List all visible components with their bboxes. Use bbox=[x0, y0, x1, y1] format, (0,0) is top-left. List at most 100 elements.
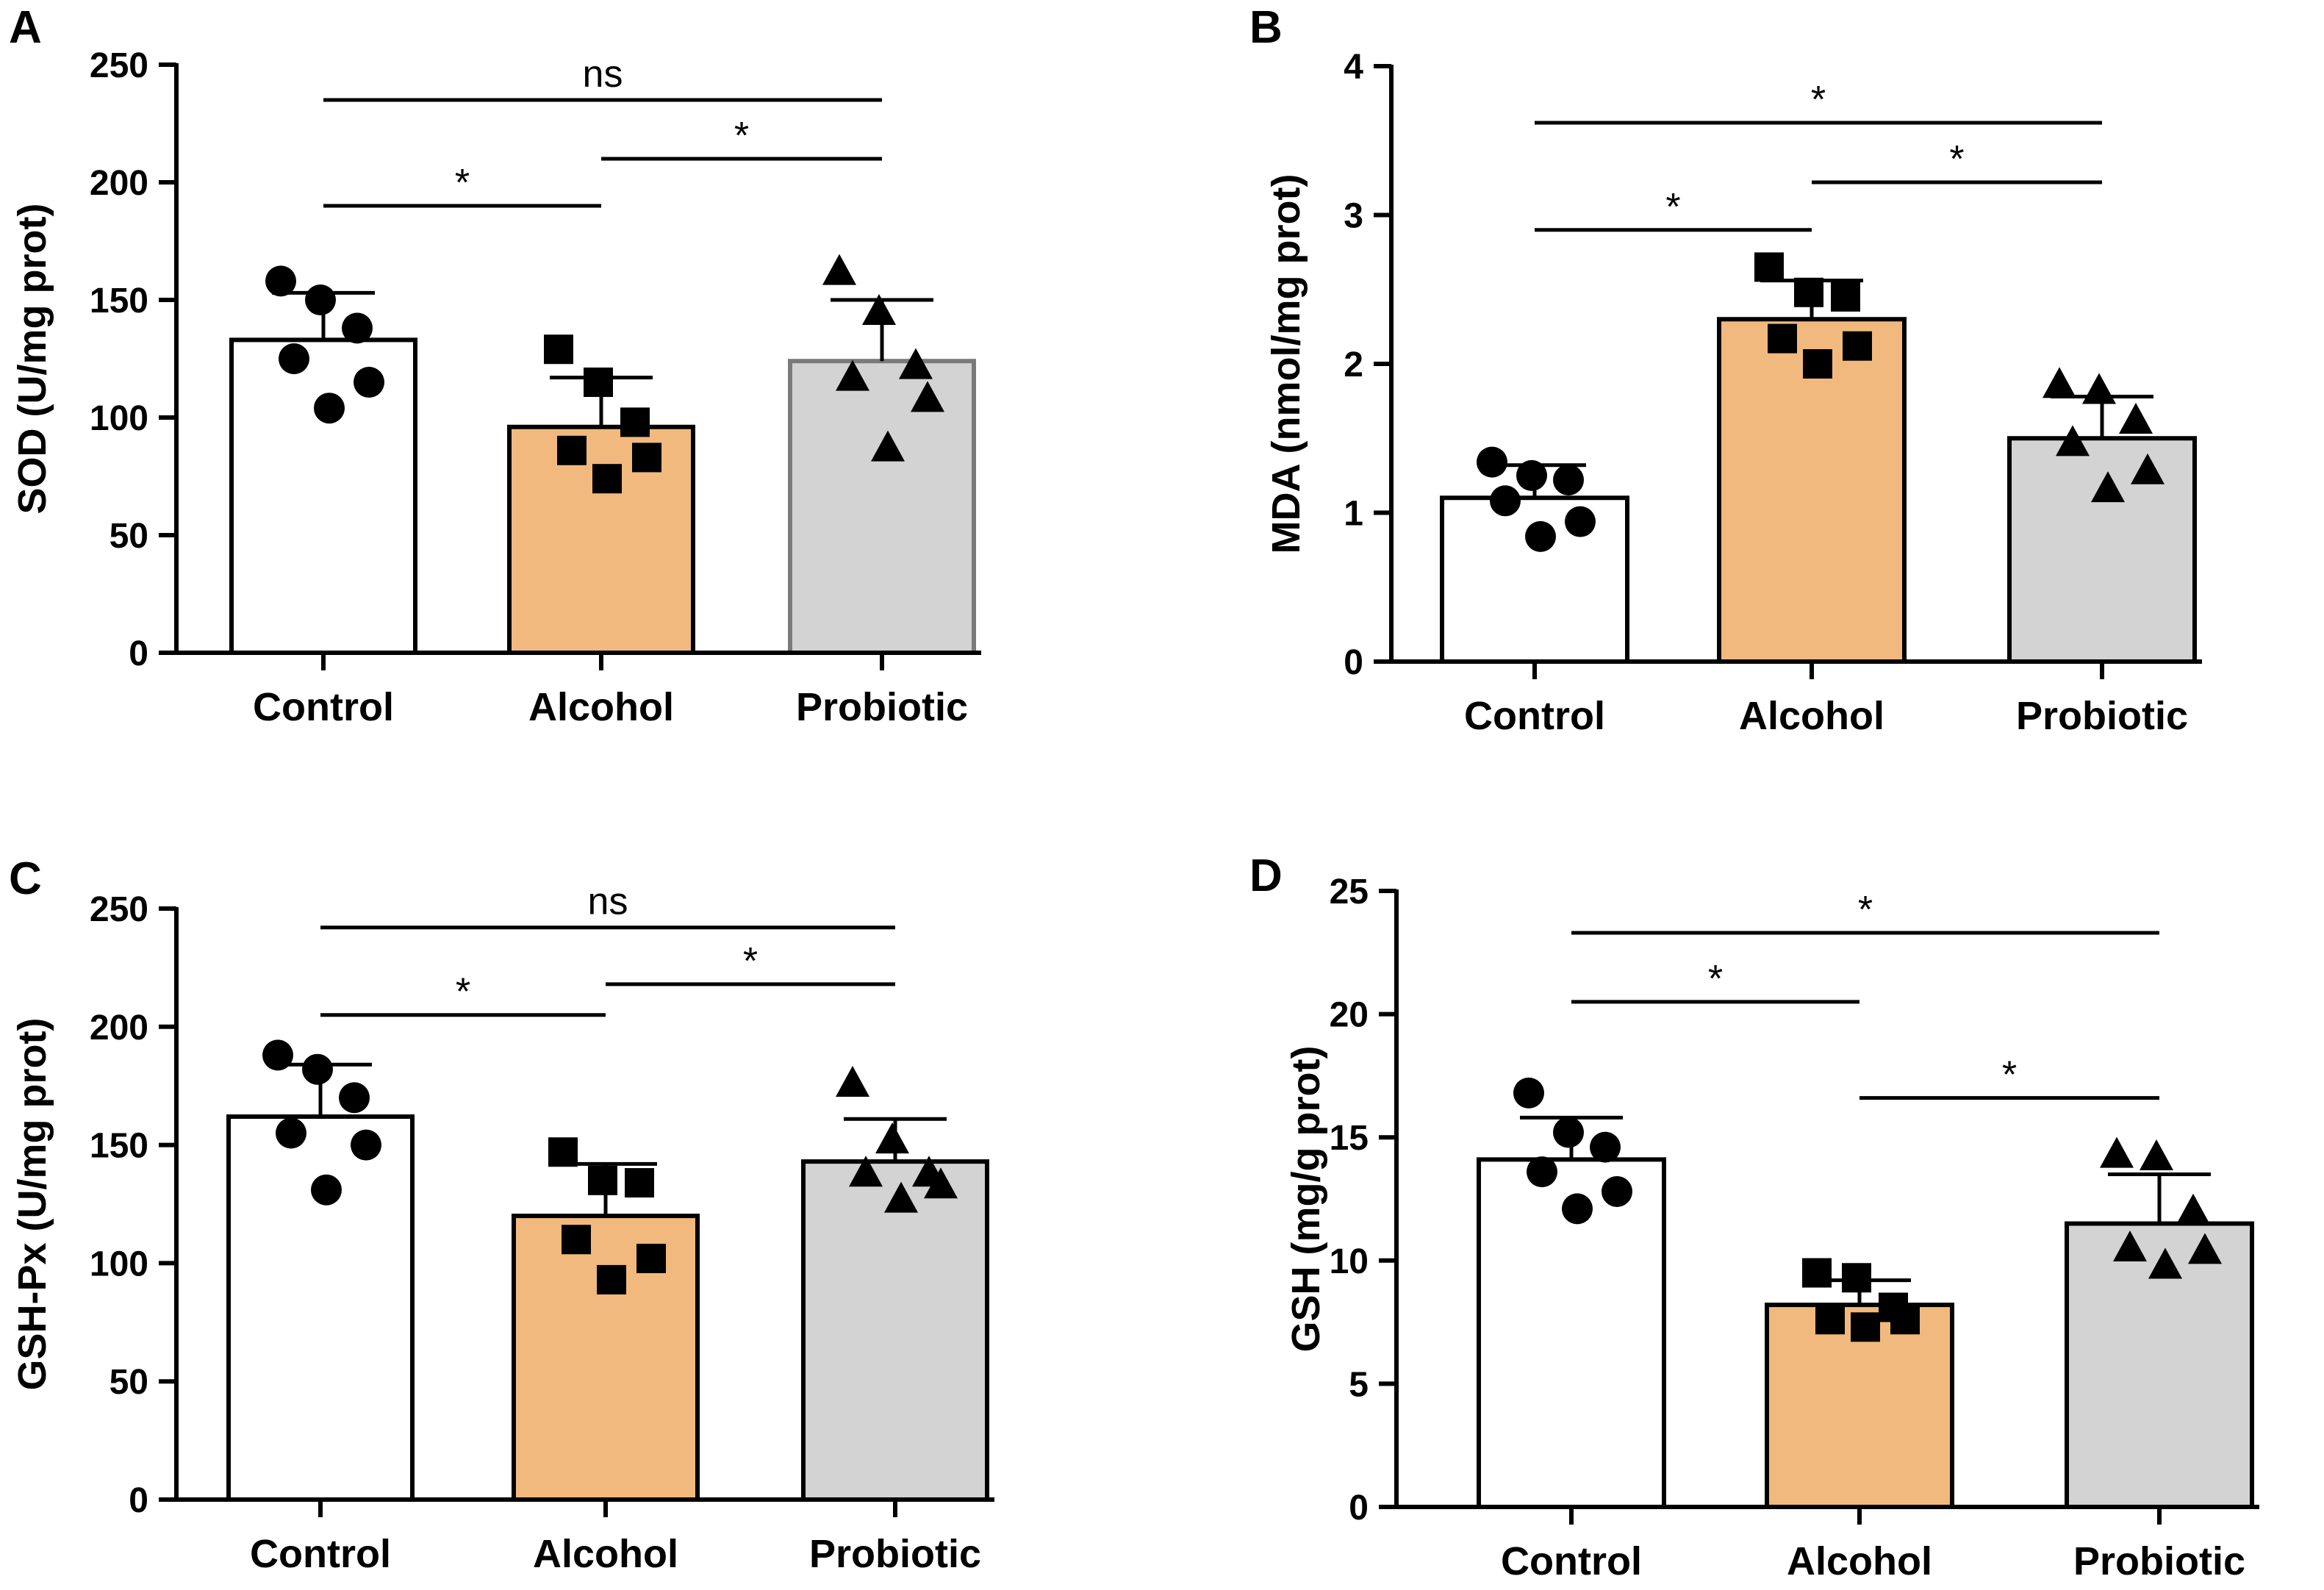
data-point-probiotic bbox=[862, 294, 896, 325]
y-axis-title: GSH (mg/g prot) bbox=[1284, 1046, 1328, 1353]
significance-label: * bbox=[1708, 958, 1723, 1000]
data-point-probiotic bbox=[2091, 471, 2125, 503]
data-point-control bbox=[351, 1129, 381, 1161]
data-point-control bbox=[1525, 520, 1556, 552]
y-tick-label: 0 bbox=[1349, 1489, 1369, 1528]
data-point-control bbox=[342, 312, 373, 344]
data-point-probiotic bbox=[871, 430, 905, 462]
y-tick-label: 2 bbox=[1344, 345, 1363, 384]
data-point-control bbox=[1562, 1193, 1593, 1225]
data-point-alcohol bbox=[632, 443, 661, 473]
bar-control bbox=[226, 1114, 415, 1503]
data-point-probiotic bbox=[2043, 367, 2076, 398]
panel-b: B MDA (nmol/mg prot) 0 1 2 3 4 Control Alcohol Pr… bbox=[1249, 2, 2202, 738]
panel-d: D GSH (mg/g prot) 0 5 10 15 20 25 Control Alcohol… bbox=[1249, 850, 2259, 1583]
panel-letter: A bbox=[9, 2, 42, 53]
data-point-alcohol bbox=[1794, 277, 1823, 307]
bar-control bbox=[229, 337, 417, 655]
data-point-control bbox=[314, 393, 345, 424]
data-point-probiotic bbox=[2082, 373, 2116, 404]
data-point-probiotic bbox=[2113, 1231, 2147, 1262]
y-tick-label: 1 bbox=[1344, 495, 1363, 534]
data-point-control bbox=[1590, 1131, 1621, 1163]
data-point-alcohol bbox=[557, 435, 587, 465]
x-tick-label-control: Control bbox=[253, 685, 394, 729]
significance-label: * bbox=[743, 940, 758, 983]
y-tick-label: 100 bbox=[90, 399, 148, 438]
x-tick-label-alcohol: Alcohol bbox=[1787, 1539, 1932, 1583]
x-tick-label-control: Control bbox=[1501, 1539, 1642, 1583]
data-point-control bbox=[1490, 485, 1521, 517]
panel-letter: B bbox=[1249, 2, 1283, 53]
data-point-control bbox=[354, 367, 384, 398]
data-point-alcohol bbox=[1831, 282, 1860, 312]
x-tick-label-probiotic: Probiotic bbox=[809, 1532, 981, 1576]
data-point-probiotic bbox=[2119, 402, 2153, 434]
y-tick-label: 10 bbox=[1330, 1242, 1369, 1281]
data-point-probiotic bbox=[2176, 1193, 2210, 1225]
data-point-probiotic bbox=[2188, 1233, 2222, 1264]
data-point-control bbox=[1602, 1175, 1632, 1207]
data-point-probiotic bbox=[849, 1156, 883, 1187]
data-point-alcohol bbox=[592, 464, 622, 494]
data-point-alcohol bbox=[1890, 1305, 1920, 1335]
data-point-probiotic bbox=[2100, 1136, 2134, 1168]
y-tick-label: 20 bbox=[1330, 996, 1369, 1035]
data-point-control bbox=[265, 265, 296, 297]
data-point-control bbox=[311, 1174, 342, 1206]
data-point-control bbox=[1527, 1156, 1557, 1188]
significance-label: * bbox=[456, 971, 470, 1014]
data-point-alcohol bbox=[597, 1264, 626, 1294]
data-point-control bbox=[305, 284, 336, 315]
data-point-alcohol bbox=[1803, 349, 1832, 379]
data-point-control bbox=[302, 1053, 333, 1085]
y-tick-label: 5 bbox=[1349, 1365, 1369, 1404]
data-point-probiotic bbox=[924, 1167, 958, 1199]
panel-letter: C bbox=[9, 853, 42, 904]
y-tick-label: 250 bbox=[90, 46, 148, 85]
data-point-control bbox=[1553, 1117, 1584, 1148]
data-point-alcohol bbox=[1851, 1312, 1880, 1342]
data-point-probiotic bbox=[822, 254, 856, 285]
significance-label: * bbox=[455, 162, 470, 204]
significance-label: * bbox=[1665, 186, 1680, 229]
data-point-probiotic bbox=[2131, 453, 2165, 484]
data-point-probiotic bbox=[2140, 1139, 2173, 1171]
data-point-alcohol bbox=[1815, 1305, 1845, 1335]
data-point-alcohol bbox=[544, 334, 573, 365]
x-tick-label-alcohol: Alcohol bbox=[1739, 694, 1884, 738]
y-tick-label: 0 bbox=[129, 634, 148, 673]
data-point-control bbox=[1553, 464, 1584, 495]
significance-label: * bbox=[1949, 138, 1964, 181]
y-axis-title: GSH-Px (U/mg prot) bbox=[10, 1018, 54, 1391]
data-point-probiotic bbox=[2056, 425, 2090, 456]
data-point-control bbox=[279, 343, 309, 374]
significance-label: * bbox=[1811, 79, 1826, 121]
data-point-control bbox=[1516, 459, 1547, 491]
data-point-control bbox=[1513, 1077, 1544, 1109]
data-point-probiotic bbox=[2148, 1247, 2182, 1279]
significance-label: * bbox=[734, 115, 749, 157]
panel-c: C GSH-Px (U/mg prot) 0 50 100 150 200 250 Contro… bbox=[9, 853, 994, 1576]
data-point-probiotic bbox=[911, 381, 944, 412]
y-tick-label: 4 bbox=[1344, 48, 1363, 87]
x-tick-label-control: Control bbox=[1464, 694, 1605, 738]
data-point-probiotic bbox=[899, 348, 933, 379]
data-point-probiotic bbox=[884, 1181, 918, 1213]
data-point-alcohol bbox=[1768, 323, 1797, 354]
data-point-alcohol bbox=[562, 1225, 591, 1255]
data-point-probiotic bbox=[836, 1065, 869, 1097]
bar-alcohol bbox=[507, 424, 695, 655]
bar-probiotic bbox=[2007, 436, 2197, 664]
data-point-control bbox=[276, 1117, 306, 1149]
y-tick-label: 100 bbox=[90, 1245, 148, 1283]
data-point-control bbox=[1565, 506, 1596, 537]
significance-label: ns bbox=[583, 53, 623, 96]
x-tick-label-alcohol: Alcohol bbox=[528, 685, 674, 729]
y-tick-label: 25 bbox=[1330, 873, 1369, 912]
x-tick-label-control: Control bbox=[250, 1532, 391, 1576]
bar-probiotic bbox=[801, 1159, 989, 1503]
data-point-alcohol bbox=[636, 1243, 666, 1273]
y-tick-label: 250 bbox=[90, 890, 148, 929]
data-point-control bbox=[1477, 446, 1507, 478]
